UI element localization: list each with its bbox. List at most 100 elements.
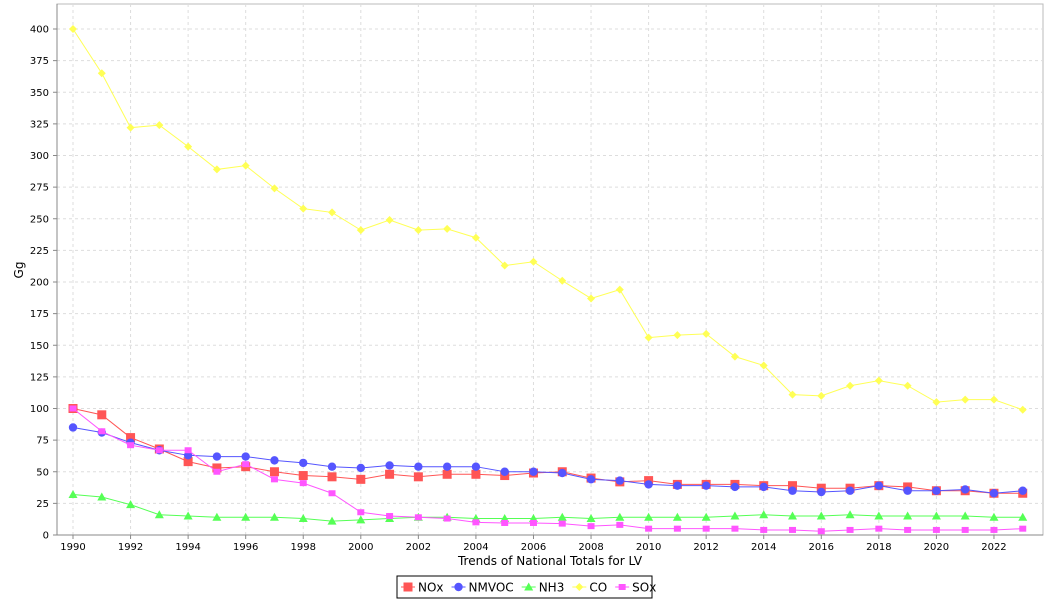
data-point [471,469,481,479]
x-tick-label: 1992 [118,542,143,553]
legend-label: CO [589,581,607,595]
data-point [414,226,423,235]
data-point [788,511,797,520]
data-point [126,433,136,443]
data-point [241,512,251,521]
data-point [97,492,107,501]
data-point [529,467,538,476]
data-point [298,514,308,523]
grid [57,4,1043,535]
data-point [299,458,308,468]
data-point [155,447,163,454]
data-point [557,512,567,521]
data-point [501,519,509,526]
data-point [213,468,221,475]
data-point [413,472,423,482]
data-point [1018,486,1027,495]
y-tick-label: 0 [43,531,49,542]
data-point [442,469,452,479]
data-point [1018,405,1027,414]
data-point [845,486,855,495]
data-point [327,516,337,525]
legend-label: NOx [418,581,444,595]
legend-marker [403,582,413,592]
data-point [241,452,250,461]
series-sox [69,405,1027,535]
data-point [789,526,796,533]
data-point [701,481,711,490]
data-point [298,471,308,481]
data-point [989,512,999,521]
y-tick-label: 175 [30,309,49,320]
data-point [529,257,538,266]
data-point [356,226,365,235]
data-point [903,511,913,520]
data-point [730,352,739,361]
y-tick-label: 25 [36,499,49,510]
x-tick-label: 2014 [751,542,776,553]
data-point [68,423,78,432]
data-point [385,461,394,470]
data-point [731,525,739,532]
data-point [270,476,278,483]
data-point [932,526,940,533]
data-point [184,447,192,454]
legend-label: SOx [632,581,656,595]
data-point [586,475,596,484]
data-point [817,528,825,535]
data-point [299,480,307,487]
y-tick-label: 200 [30,278,49,289]
data-point [558,276,567,285]
data-point [931,511,941,520]
data-point [471,233,480,242]
data-point [587,294,596,303]
x-tick-label: 2022 [981,542,1006,553]
data-point [788,486,797,495]
x-tick-label: 2020 [924,542,949,553]
data-point [672,512,682,521]
x-tick-label: 1998 [291,542,316,553]
x-tick-label: 1990 [60,542,85,553]
data-point [730,511,740,520]
data-point [154,510,164,519]
legend-marker [524,582,534,591]
data-point [645,525,653,532]
data-point [97,410,107,420]
series-line [72,408,1023,532]
x-tick-label: 2016 [809,542,834,553]
data-point [471,462,481,471]
y-axis: 0 25 50 75 100 125 150 175 200 225 250 275 300 325 350… [30,4,58,542]
data-point [1019,525,1027,532]
data-point [989,395,998,404]
legend-marker [575,583,584,591]
series-group [68,25,1028,535]
data-point [385,216,394,225]
data-point [673,525,681,532]
data-point [960,485,970,494]
data-point [1018,512,1028,521]
legend-marker [454,582,463,592]
data-point [932,486,941,495]
data-point [760,526,768,533]
data-point [69,25,77,33]
legend: NOx NMVOC NH3 CO SOx [396,575,656,599]
y-tick-label: 225 [30,246,49,257]
data-point [212,463,222,473]
data-point [845,510,855,519]
plot-area [56,3,1044,536]
data-point [126,500,136,509]
legend-label: NH3 [539,581,565,595]
data-point [183,511,193,520]
data-point [270,456,279,465]
data-point [673,481,682,490]
x-tick-label: 2004 [463,542,488,553]
data-point [241,161,250,170]
data-point [212,165,221,174]
data-point [702,525,710,532]
data-point [327,472,337,482]
data-point [875,525,883,532]
data-point [961,395,970,404]
data-point [356,474,366,484]
data-point [126,123,135,132]
data-point [98,428,106,435]
